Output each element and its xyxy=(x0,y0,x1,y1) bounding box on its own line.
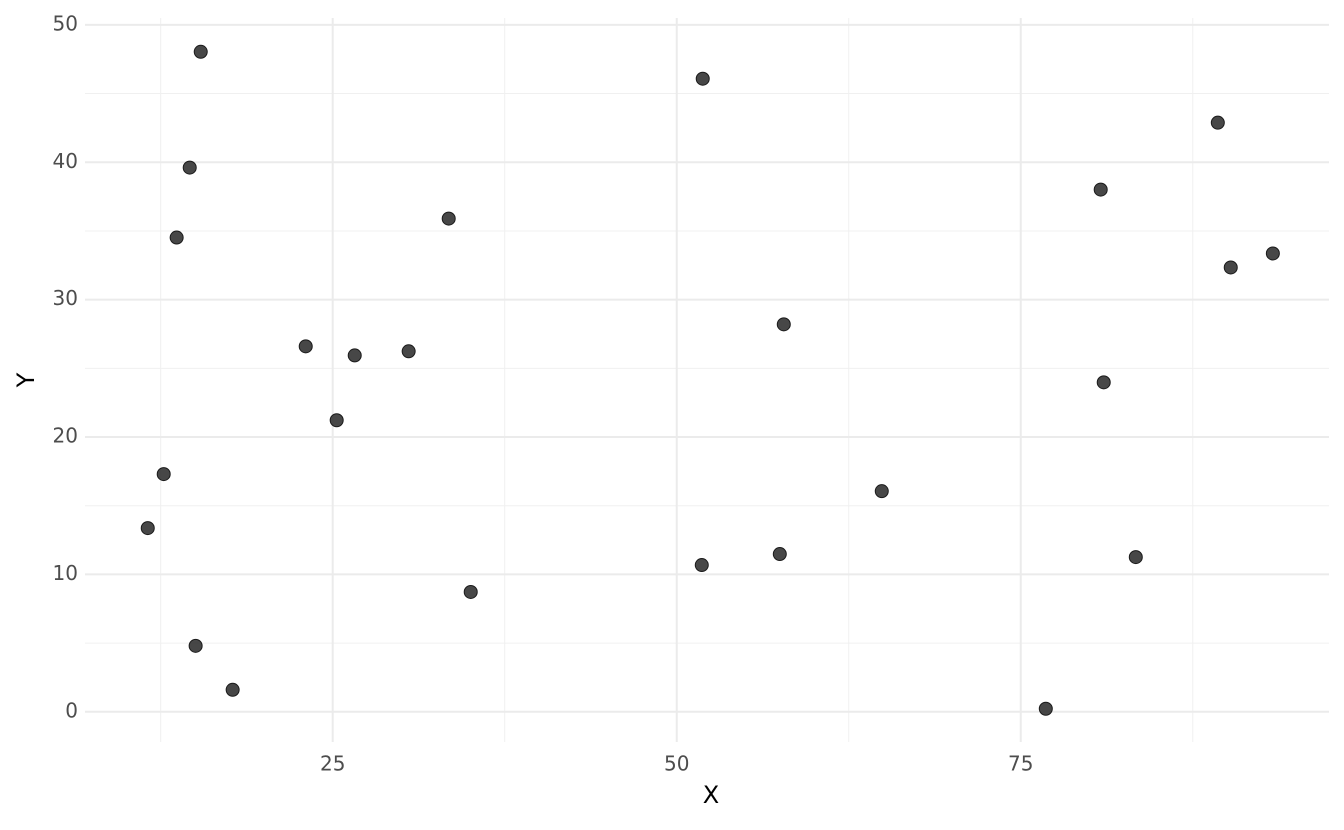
point xyxy=(874,484,889,499)
point xyxy=(776,317,791,332)
point xyxy=(1093,182,1108,197)
point xyxy=(694,558,709,573)
point xyxy=(156,467,171,482)
x-tick-label: 50 xyxy=(664,752,689,776)
y-tick-label: 0 xyxy=(65,698,78,722)
x-tick-label: 25 xyxy=(320,752,345,776)
point xyxy=(772,547,787,562)
point xyxy=(298,339,313,354)
point xyxy=(1223,260,1238,275)
point xyxy=(1096,375,1111,390)
point xyxy=(329,413,344,428)
point xyxy=(347,348,362,363)
point xyxy=(695,71,710,86)
y-tick-label: 10 xyxy=(53,561,78,585)
y-tick-label: 20 xyxy=(53,424,78,448)
point xyxy=(182,160,197,175)
point xyxy=(193,44,208,59)
point xyxy=(463,584,478,599)
point xyxy=(188,638,203,653)
x-tick-label: 75 xyxy=(1008,752,1033,776)
point xyxy=(1210,115,1225,130)
point xyxy=(225,682,240,697)
x-axis-title: X xyxy=(703,781,719,809)
point xyxy=(1038,701,1053,716)
point xyxy=(1128,550,1143,565)
y-axis-title: Y xyxy=(12,372,40,388)
y-tick-label: 30 xyxy=(53,286,78,310)
y-tick-label: 40 xyxy=(53,149,78,173)
point xyxy=(1265,246,1280,261)
point xyxy=(401,344,416,359)
point xyxy=(140,521,155,536)
y-tick-label: 50 xyxy=(53,11,78,35)
point xyxy=(441,211,456,226)
point xyxy=(169,230,184,245)
